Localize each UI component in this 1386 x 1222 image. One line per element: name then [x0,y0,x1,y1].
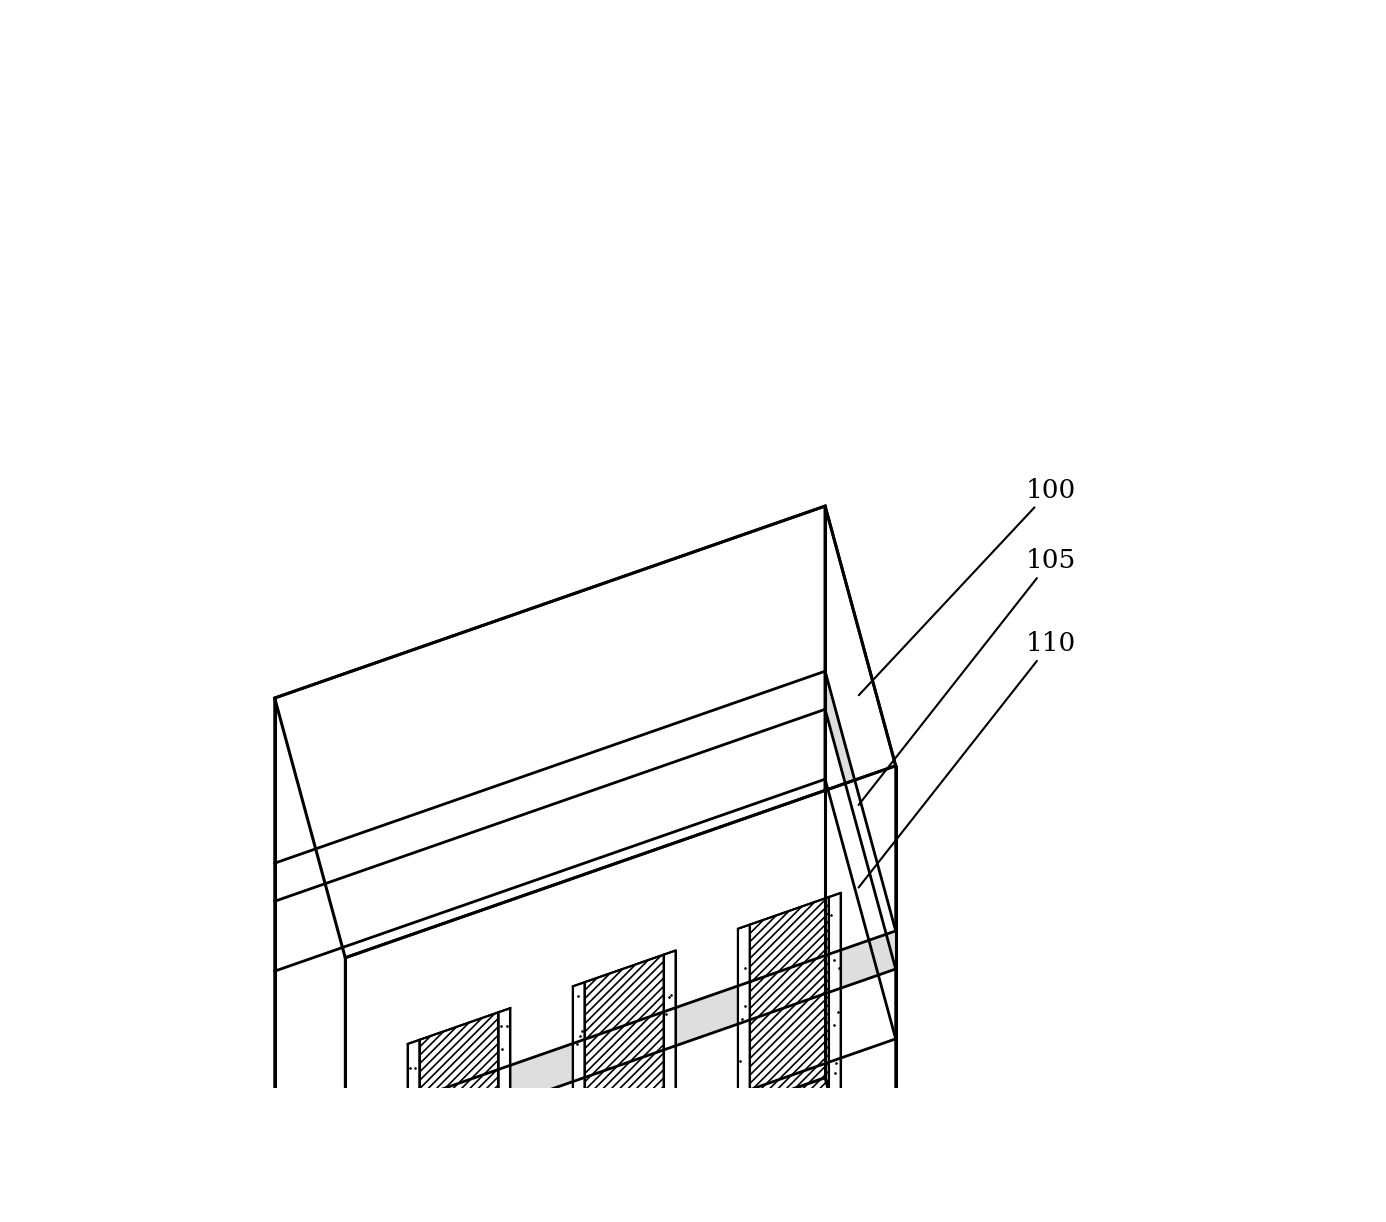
Polygon shape [604,1134,735,1222]
Polygon shape [750,897,829,1222]
Polygon shape [274,506,825,1222]
Polygon shape [829,893,841,1222]
Polygon shape [420,1012,499,1222]
Polygon shape [439,1191,570,1222]
Polygon shape [572,982,585,1222]
Polygon shape [585,954,664,1222]
Polygon shape [825,671,895,969]
Polygon shape [499,1155,675,1222]
Polygon shape [737,925,750,1222]
Polygon shape [334,1212,510,1222]
Polygon shape [407,1040,420,1222]
Polygon shape [502,1187,585,1222]
Polygon shape [664,951,675,1222]
Text: 105: 105 [858,549,1076,805]
Polygon shape [345,766,895,1222]
Polygon shape [667,1129,750,1222]
Text: 100: 100 [859,478,1076,695]
Polygon shape [664,1097,841,1222]
Polygon shape [499,1008,510,1222]
Polygon shape [825,506,895,1222]
Polygon shape [771,1078,895,1222]
Polygon shape [345,931,895,1161]
Text: 110: 110 [858,631,1076,887]
